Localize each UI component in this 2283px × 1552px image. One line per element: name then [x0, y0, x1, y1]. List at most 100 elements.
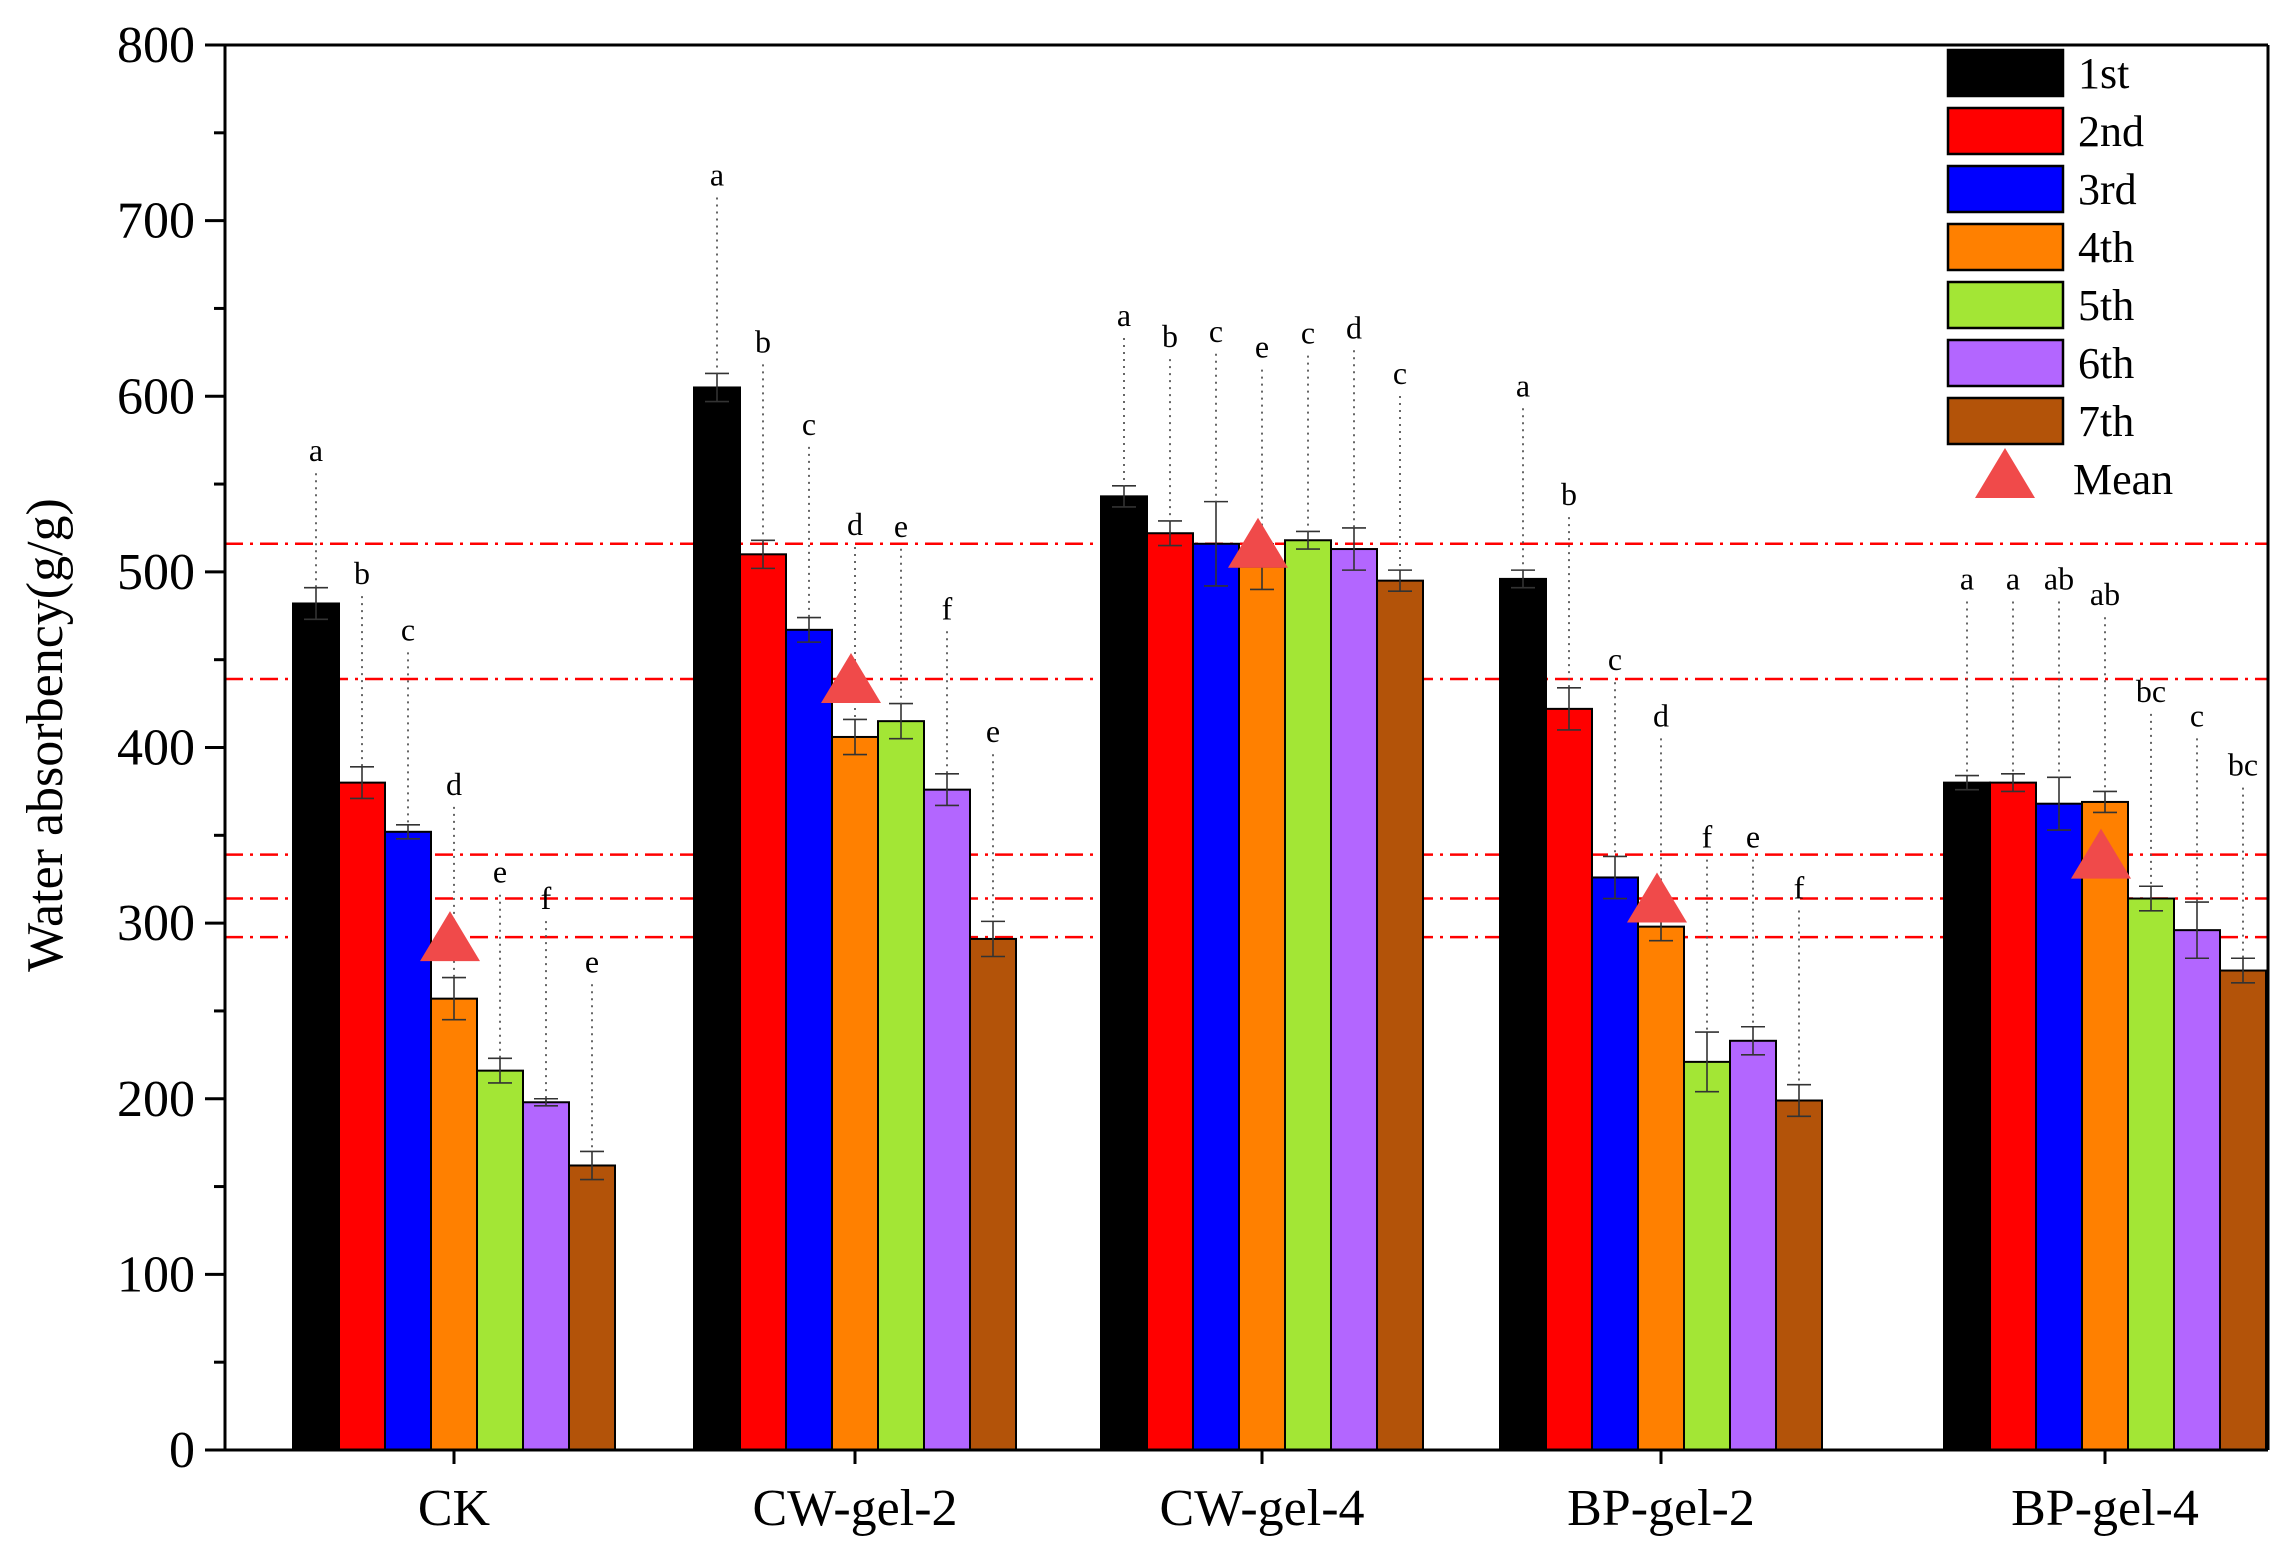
axes: CK CW-gel-2 CW-gel-4 BP-gel-2 BP-gel-4 0 100 20… [117, 17, 2270, 1537]
bar [1637, 925, 1685, 1451]
significance-label: d [446, 766, 462, 802]
bar [2081, 800, 2129, 1451]
bar [2219, 969, 2267, 1451]
y-axis-title: Water absorbency(g/g) [17, 498, 74, 972]
significance-label: a [1960, 560, 1974, 596]
bar [923, 788, 971, 1451]
significance-label: a [710, 157, 724, 193]
x-tick-label: CW-gel-4 [1159, 1480, 1364, 1537]
significance-label: ab [2090, 576, 2120, 612]
significance-label: e [986, 713, 1000, 749]
x-tick-label: BP-gel-4 [2011, 1480, 2199, 1537]
bar [1238, 565, 1286, 1451]
legend-swatch [1946, 48, 2065, 98]
legend-swatch [1946, 164, 2065, 214]
y-tick-label: 400 [117, 720, 195, 777]
bar [831, 735, 879, 1451]
bar [338, 781, 386, 1451]
bar [1943, 781, 1991, 1451]
bar [522, 1101, 570, 1451]
significance-label: f [942, 590, 953, 626]
bar [1376, 579, 1424, 1451]
significance-label: f [1702, 819, 1713, 855]
y-tick-label: 200 [117, 1071, 195, 1128]
significance-label: c [1209, 313, 1223, 349]
legend-swatch [1946, 280, 2065, 330]
bar [2127, 897, 2175, 1451]
significance-label: bc [2228, 747, 2258, 783]
bar [877, 720, 925, 1451]
y-tick-label: 0 [169, 1422, 195, 1479]
y-tick-label: 600 [117, 368, 195, 425]
bar [739, 553, 787, 1451]
significance-label: c [1393, 355, 1407, 391]
significance-label: a [1117, 297, 1131, 333]
significance-label: e [1746, 819, 1760, 855]
mean-marker [821, 653, 881, 704]
significance-label: d [1346, 309, 1362, 345]
bar [292, 602, 340, 1451]
legend-label: 5th [2078, 281, 2134, 330]
y-tick-label: 800 [117, 17, 195, 74]
bar [1284, 539, 1332, 1451]
bar [1729, 1039, 1777, 1451]
bar [568, 1164, 616, 1452]
significance-label: c [2190, 697, 2204, 733]
y-tick-label: 100 [117, 1246, 195, 1303]
x-tick-label: CW-gel-2 [752, 1480, 957, 1537]
x-tick-label: CK [418, 1480, 491, 1537]
significance-label: d [1653, 697, 1669, 733]
significance-label: e [493, 854, 507, 890]
legend-label: 3rd [2078, 165, 2137, 214]
significance-label: e [1255, 329, 1269, 365]
bar [2173, 929, 2221, 1451]
legend-mean-marker [1975, 448, 2035, 498]
legend-swatch [1946, 222, 2065, 272]
significance-label: d [847, 506, 863, 542]
bar [430, 997, 478, 1451]
significance-label: f [1794, 870, 1805, 906]
significance-label: c [1608, 641, 1622, 677]
significance-label: b [1561, 476, 1577, 512]
mean-marker [420, 911, 480, 962]
significance-label: bc [2136, 673, 2166, 709]
significance-label: e [894, 508, 908, 544]
bar [1775, 1099, 1823, 1451]
bar [2035, 802, 2083, 1451]
legend-swatch [1946, 396, 2065, 446]
legend-label: 7th [2078, 397, 2134, 446]
bar [1499, 577, 1547, 1451]
legend-swatch [1946, 106, 2065, 156]
y-tick-label: 300 [117, 895, 195, 952]
legend-mean-label: Mean [2073, 455, 2173, 504]
legend-swatch [1946, 338, 2065, 388]
mean-marker [1627, 872, 1687, 923]
bar [1989, 781, 2037, 1451]
bar [1591, 876, 1639, 1451]
significance-label: b [1162, 318, 1178, 354]
bar [1330, 548, 1378, 1451]
legend-label: 4th [2078, 223, 2134, 272]
bar [476, 1069, 524, 1452]
significance-label: a [1516, 367, 1530, 403]
significance-label: ab [2044, 560, 2074, 596]
y-tick-label: 500 [117, 544, 195, 601]
bar [785, 628, 833, 1451]
bar [1100, 495, 1148, 1451]
significance-label: e [585, 943, 599, 979]
y-tick-label: 700 [117, 193, 195, 250]
bar [384, 830, 432, 1451]
significance-label: b [354, 555, 370, 591]
legend-label: 1st [2078, 49, 2129, 98]
significance-label: c [802, 406, 816, 442]
mean-marker [2071, 828, 2131, 879]
legend: 1st 2nd 3rd 4th 5th 6th 7th Mean [1946, 48, 2173, 504]
legend-label: 6th [2078, 339, 2134, 388]
significance-label: a [309, 432, 323, 468]
bar [969, 937, 1017, 1452]
legend-label: 2nd [2078, 107, 2144, 156]
significance-label: a [2006, 560, 2020, 596]
mean-marker [1228, 517, 1288, 568]
